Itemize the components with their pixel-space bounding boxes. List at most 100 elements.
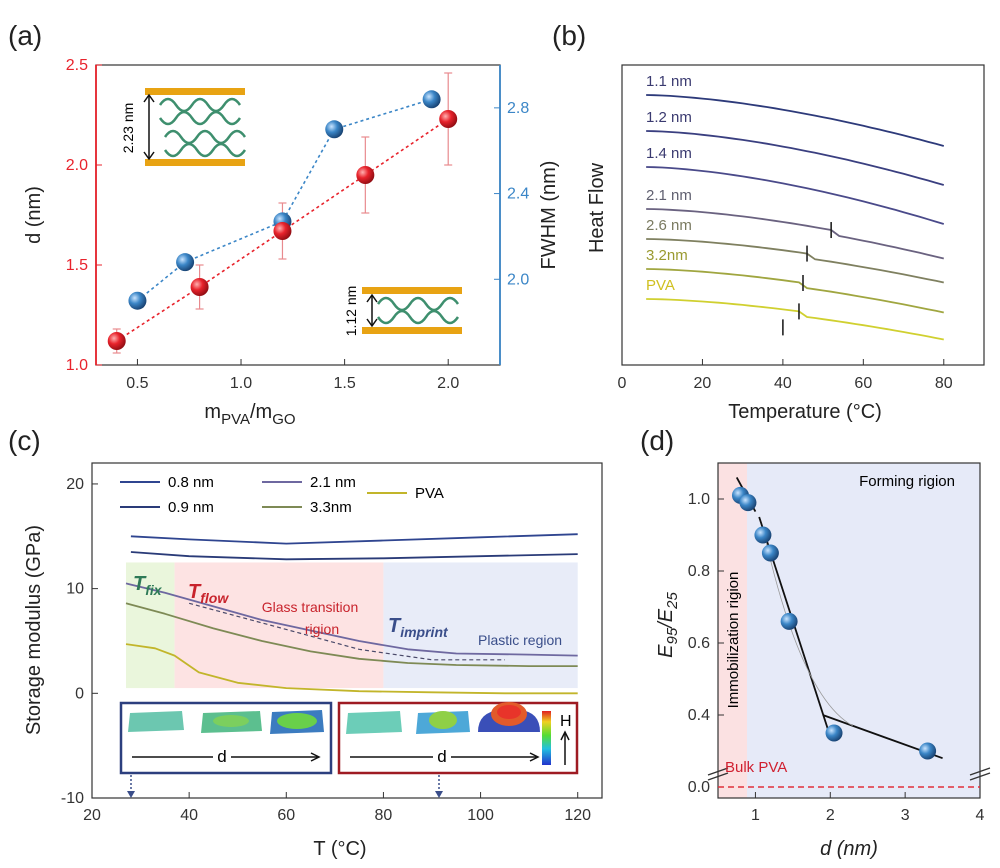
timprint-label: Timprint	[388, 615, 449, 640]
a-red-point	[107, 332, 126, 350]
c-ytick-label: -10	[61, 790, 84, 807]
c-xtick-label: 40	[180, 807, 198, 824]
panel-label-c: (c)	[8, 425, 41, 456]
c-xtick-label: 80	[375, 807, 393, 824]
forming-region-label: Forming rigion	[859, 473, 955, 490]
a-xtick-label: 0.5	[126, 375, 148, 392]
panel-a-ylabel-right: FWHM (nm)	[538, 161, 560, 270]
a-xtick-label: 1.5	[333, 375, 355, 392]
d-ytick-label: 0.8	[688, 563, 710, 580]
inset-top-arrowheads	[143, 93, 155, 161]
timprint-marker-head	[435, 791, 443, 798]
panel-d: (d) 1 2 3 4 0.0 0.4 0.6 0.8 1.0 Bulk PVA Formin…	[640, 425, 991, 860]
inset-right-arrowhead	[529, 752, 540, 762]
d-point	[825, 724, 843, 742]
b-xtick-label: 40	[774, 375, 792, 392]
a-ytick-right-label: 2.8	[507, 100, 529, 117]
immobilization-region-label: Immobilization rigion	[725, 572, 742, 709]
d-ytick-label: 0.6	[688, 635, 710, 652]
a-ytick-right-label: 2.4	[507, 186, 529, 203]
b-curve-label: 2.6 nm	[646, 217, 692, 234]
glass-transition-label: Glass transition	[262, 599, 358, 615]
a-red-point	[273, 222, 292, 240]
inset-left-label-bg	[213, 746, 231, 766]
immobilization-region-bg	[718, 463, 747, 798]
plastic-region-label: Plastic region	[478, 632, 562, 648]
inset-top-chain-1	[158, 97, 242, 126]
a-xtick-label: 2.0	[437, 375, 459, 392]
glass-rigion-label: rigion	[305, 621, 339, 637]
d-point	[780, 612, 798, 630]
a-blue-point	[325, 120, 344, 139]
panel-d-y-ticks: 0.0 0.4 0.6 0.8 1.0	[688, 491, 724, 796]
c-series-line	[125, 582, 578, 657]
panel-c-xlabel: T (°C)	[313, 838, 366, 860]
axis-break-left	[707, 767, 729, 781]
panel-b-xlabel: Temperature (°C)	[728, 401, 882, 423]
inset-left-d: d	[217, 747, 226, 766]
a-red-point	[356, 166, 375, 184]
a-xtick-label: 1.0	[230, 375, 252, 392]
panel-a-left-ticks: 1.0 1.5 2.0 2.5	[66, 57, 102, 374]
c-ytick-label: 0	[75, 685, 84, 702]
panel-c-y-ticks: -10 0 10 20	[61, 476, 98, 807]
panel-label-b: (b)	[552, 20, 586, 51]
b-curve	[646, 268, 944, 314]
b-curve-label: 1.4 nm	[646, 145, 692, 162]
panel-c-x-ticks: 20 40 60 80 100 120	[83, 792, 591, 824]
forming-region-bg	[718, 463, 980, 798]
afm-flat-1-icon	[128, 711, 184, 732]
panel-a-ylabel-left: d (nm)	[23, 186, 45, 244]
a-ytick-right-label: 2.0	[507, 271, 529, 288]
inset-top-chain-2	[163, 129, 247, 158]
b-curve	[646, 166, 945, 225]
b-curve-label: PVA	[646, 277, 675, 294]
height-arrowhead	[560, 730, 570, 741]
b-curve-label: 1.1 nm	[646, 73, 692, 90]
b-curve-label: 1.2 nm	[646, 109, 692, 126]
b-xtick-label: 80	[935, 375, 953, 392]
b-curve	[646, 298, 944, 341]
panel-a: (a) 0.5 1.0 1.5 2.0 1.01.52.02.5 2.02.42.8 …	[8, 20, 560, 428]
afm-flat-4-icon	[346, 711, 402, 734]
c-legend-label: PVA	[415, 485, 444, 502]
panel-d-ylabel: E95/E25	[655, 592, 681, 658]
panel-label-d: (d)	[640, 425, 674, 456]
tfix-label: Tfix	[133, 573, 163, 598]
panel-c-ylabel: Storage modulus (GPa)	[23, 525, 45, 735]
c-region-band	[174, 562, 384, 689]
c-ytick-label: 20	[66, 476, 84, 493]
height-label: H	[560, 713, 572, 730]
d-point	[754, 526, 772, 544]
panel-d-x-ticks: 1 2 3 4	[751, 792, 985, 824]
panel-a-inset-bottom: 1.12 nm	[343, 286, 462, 337]
a-blue-point	[128, 291, 147, 310]
b-curve	[646, 94, 945, 147]
a-blue-point	[422, 90, 441, 109]
b-xtick-label: 0	[618, 375, 627, 392]
d-fit-curve	[762, 527, 853, 727]
panel-d-xlabel: d (nm)	[820, 838, 878, 860]
c-series-line	[130, 551, 578, 561]
a-ytick-left-label: 1.5	[66, 257, 88, 274]
panel-a-right-ticks: 2.0 2.4 2.8	[494, 100, 529, 288]
c-legend-label: 2.1 nm	[310, 474, 356, 491]
inset-top-bar-upper	[145, 88, 245, 95]
panel-d-frame	[717, 462, 981, 799]
panel-label-a: (a)	[8, 20, 42, 51]
b-xtick-label: 60	[854, 375, 872, 392]
d-point	[739, 494, 757, 512]
c-legend-label: 0.9 nm	[168, 499, 214, 516]
panel-c: (c) 20 40 60 80 100 120 -10 0 10 20 0.8 nm 0.9 nm…	[8, 425, 603, 860]
d-point	[919, 742, 937, 760]
b-curve	[646, 238, 944, 284]
d-xtick-label: 2	[826, 807, 835, 824]
inset-bottom-label: 1.12 nm	[343, 286, 359, 337]
panel-b-frame	[621, 64, 985, 366]
panel-c-legend: 0.8 nm 0.9 nm 2.1 nm 3.3nm PVA	[120, 474, 444, 516]
c-series-line	[125, 602, 578, 667]
height-colorbar	[542, 711, 551, 765]
panel-b-x-ticks: 0 20 40 60 80	[618, 359, 953, 392]
afm-bump-2-icon	[213, 715, 249, 727]
